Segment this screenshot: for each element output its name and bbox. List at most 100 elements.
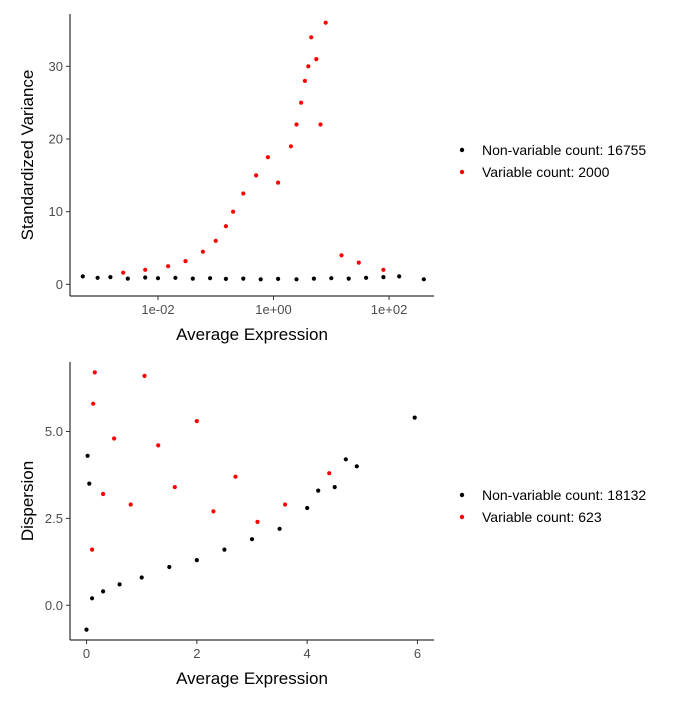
data-point	[121, 270, 126, 275]
data-point	[101, 589, 106, 594]
data-point	[327, 471, 332, 476]
x-tick-label: 1e-02	[141, 302, 174, 317]
legend: Non-variable count: 18132 Variable count…	[459, 487, 646, 525]
data-point	[87, 481, 92, 486]
data-point	[339, 253, 344, 258]
data-point	[125, 276, 130, 281]
data-point	[200, 249, 205, 254]
data-point	[223, 276, 228, 281]
data-point	[249, 537, 255, 542]
data-point	[222, 547, 227, 552]
data-point	[143, 267, 148, 272]
data-point	[306, 64, 311, 69]
data-point	[316, 488, 321, 493]
y-tick-label: 2.5	[45, 511, 63, 526]
data-point	[190, 276, 195, 281]
data-point	[276, 180, 281, 185]
data-point	[194, 558, 199, 563]
x-ticks: 0 2 4 6	[83, 640, 421, 661]
data-point	[108, 275, 113, 280]
data-point	[276, 276, 281, 281]
data-point	[128, 502, 133, 507]
legend-label-variable: Variable count: 623	[482, 509, 602, 525]
y-tick-label: 20	[49, 132, 63, 147]
data-point	[309, 35, 314, 40]
data-point	[101, 491, 106, 497]
data-point	[112, 436, 117, 441]
y-axis-title: Standardized Variance	[18, 70, 37, 241]
data-point	[302, 78, 307, 83]
y-tick-label: 30	[49, 59, 63, 74]
legend-marker-variable	[459, 169, 465, 175]
data-point	[294, 277, 299, 282]
data-point	[354, 464, 359, 469]
data-point	[412, 415, 417, 420]
data-point	[156, 443, 161, 448]
data-point	[167, 564, 172, 570]
data-point	[80, 274, 85, 279]
data-point	[90, 547, 95, 552]
x-axis-title: Average Expression	[176, 669, 328, 688]
x-axis-title: Average Expression	[176, 325, 328, 344]
x-tick-label: 1e+00	[255, 302, 292, 317]
data-point	[183, 259, 188, 264]
data-point	[231, 209, 236, 214]
data-point	[323, 20, 328, 25]
data-point	[155, 276, 161, 281]
data-point	[117, 582, 122, 587]
data-point	[258, 277, 263, 282]
x-ticks: 1e-02 1e+00 1e+02	[141, 296, 407, 317]
data-point	[254, 173, 259, 178]
data-point	[343, 457, 348, 462]
legend-marker-non-variable	[459, 147, 465, 153]
data-point	[143, 275, 148, 280]
data-point	[91, 401, 96, 406]
data-point	[255, 519, 260, 525]
data-point	[90, 596, 95, 601]
legend-marker-variable	[459, 514, 465, 520]
data-point	[381, 267, 386, 272]
data-point	[223, 224, 228, 229]
data-point	[265, 155, 270, 160]
data-point	[172, 485, 177, 490]
data-point	[241, 191, 246, 196]
data-point	[294, 122, 299, 127]
data-point	[356, 260, 361, 265]
y-axis-title: Dispersion	[18, 461, 37, 541]
data-point	[329, 276, 334, 281]
y-ticks: 0 10 20 30	[49, 59, 70, 292]
data-point	[277, 526, 282, 531]
legend-label-non-variable: Non-variable count: 16755	[482, 142, 646, 158]
data-point	[299, 100, 304, 105]
y-tick-label: 0	[56, 277, 63, 292]
data-point	[139, 575, 144, 580]
data-point	[288, 144, 293, 149]
data-point	[283, 502, 288, 507]
x-tick-label: 1e+02	[371, 302, 408, 317]
data-point	[241, 276, 246, 281]
y-tick-label: 10	[49, 204, 63, 219]
legend-label-variable: Variable count: 2000	[482, 164, 610, 180]
data-point	[332, 485, 337, 490]
legend: Non-variable count: 16755 Variable count…	[459, 142, 646, 180]
data-point	[166, 264, 171, 269]
data-point	[95, 275, 100, 280]
data-point	[84, 627, 89, 632]
data-point	[381, 275, 386, 280]
standardized-variance-points	[80, 20, 426, 282]
data-point	[211, 509, 216, 514]
dispersion-points	[84, 370, 417, 632]
standardized-variance-panel: 1e-02 1e+00 1e+02 0 10 20 30 Average Expressi…	[18, 14, 646, 344]
data-point	[213, 238, 218, 243]
x-tick-label: 2	[193, 646, 200, 661]
x-tick-label: 6	[414, 646, 421, 661]
data-point	[173, 275, 178, 280]
data-point	[92, 370, 97, 375]
x-tick-label: 4	[304, 646, 311, 661]
dispersion-panel: 0 2 4 6 0.0 2.5 5.0 Average Expression Disper…	[18, 362, 646, 688]
data-point	[421, 277, 426, 282]
data-point	[305, 505, 310, 511]
y-tick-label: 0.0	[45, 598, 63, 613]
data-point	[311, 276, 316, 281]
